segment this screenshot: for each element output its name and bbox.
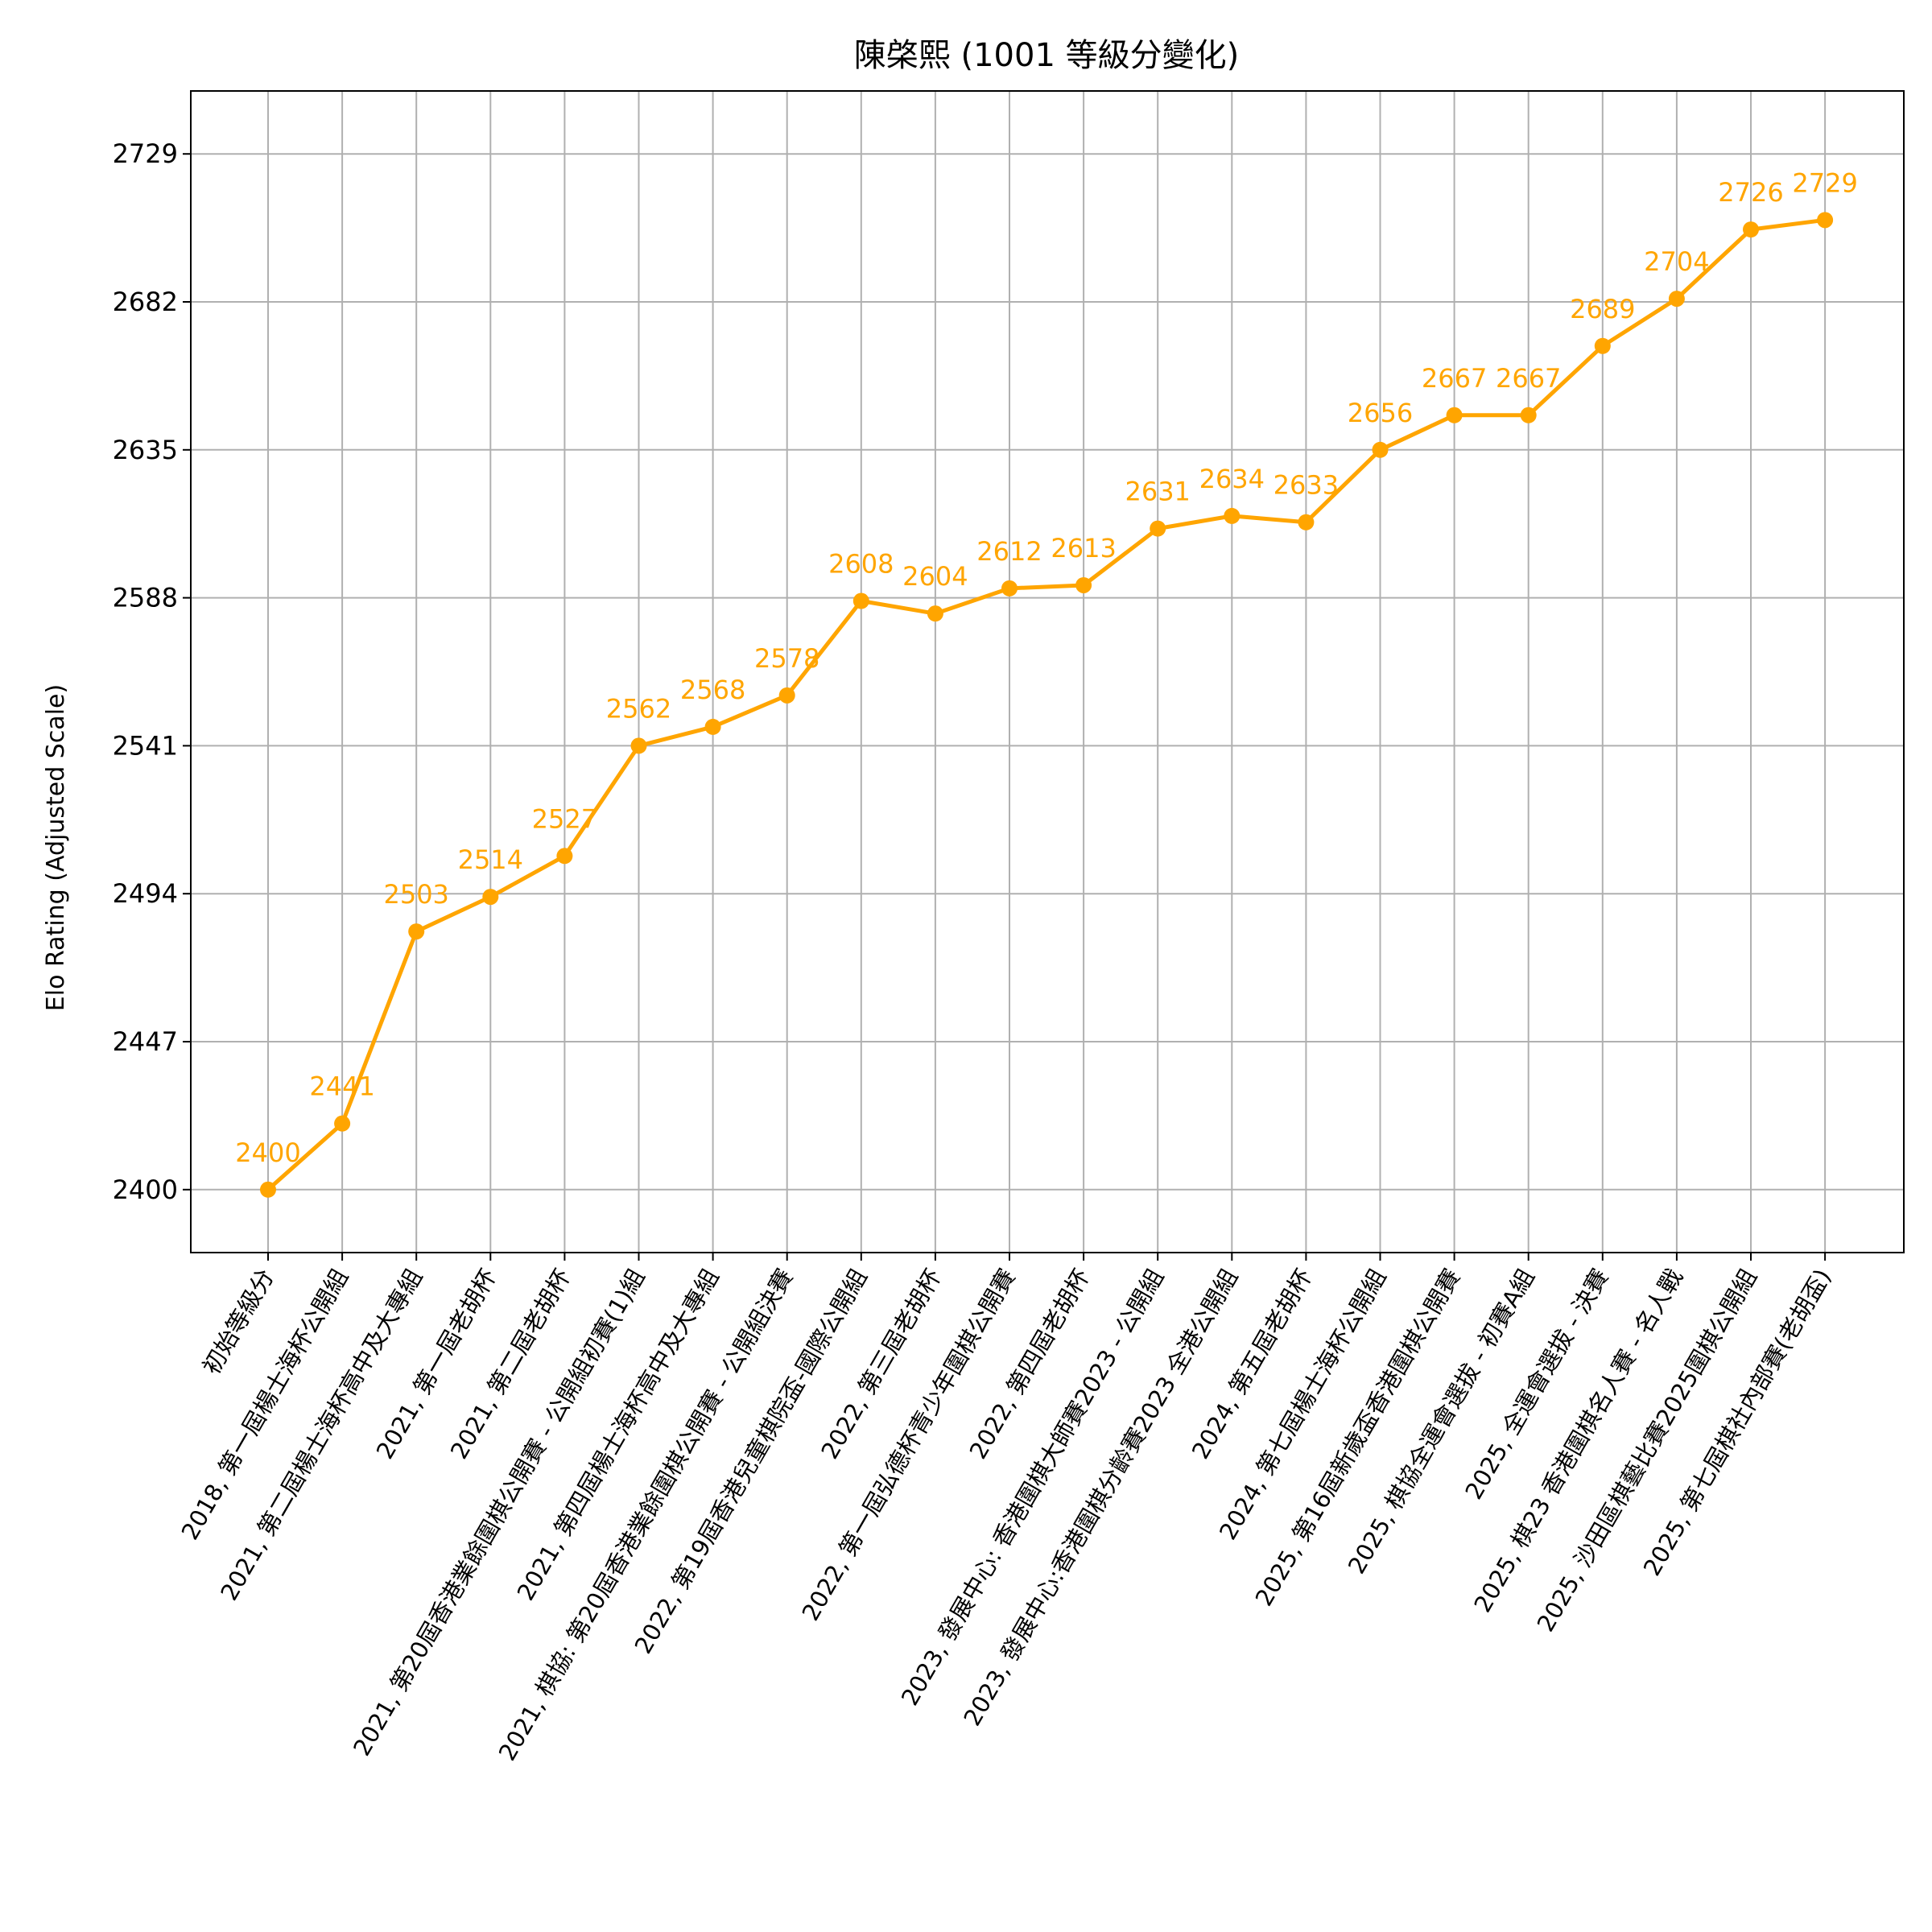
data-label: 2656	[1348, 398, 1413, 428]
data-label: 2441	[309, 1071, 374, 1102]
data-point	[927, 605, 943, 622]
data-point	[1150, 520, 1166, 537]
data-label: 2503	[383, 879, 448, 910]
y-axis-ticks: 2400 2447 2494 2541 2588 2635 2682 2729	[113, 138, 191, 1205]
data-point	[556, 848, 573, 865]
data-point	[1594, 337, 1611, 354]
data-label: 2689	[1570, 294, 1635, 324]
data-point	[1668, 291, 1685, 308]
data-point	[1817, 212, 1834, 229]
data-point	[1001, 580, 1018, 597]
data-point	[852, 592, 869, 609]
data-point	[1298, 514, 1315, 530]
x-tick-label: 初始等級分	[197, 1265, 279, 1380]
data-point	[1224, 507, 1241, 524]
data-label: 2704	[1644, 246, 1709, 277]
data-point	[408, 923, 425, 940]
data-point	[334, 1115, 351, 1132]
series-path	[266, 217, 1826, 1191]
y-tick-label: 2400	[113, 1174, 178, 1205]
data-point	[1075, 576, 1092, 593]
y-tick-label: 2447	[113, 1026, 178, 1057]
data-label: 2578	[754, 643, 819, 674]
data-point	[1372, 441, 1389, 458]
data-label: 2562	[606, 693, 671, 724]
chart-title: 陳棨熙 (1001 等級分變化)	[854, 37, 1239, 74]
data-label: 2527	[532, 803, 597, 834]
y-tick-label: 2588	[113, 583, 178, 613]
data-point	[260, 1181, 276, 1198]
y-tick-label: 2541	[113, 730, 178, 761]
y-tick-label: 2635	[113, 435, 178, 465]
y-tick-label: 2494	[113, 878, 178, 909]
data-label: 2633	[1274, 470, 1339, 501]
data-label: 2608	[828, 549, 894, 580]
data-label: 2604	[902, 561, 968, 592]
plot-frame	[190, 90, 1905, 1253]
data-label: 2667	[1496, 363, 1561, 394]
data-label: 2568	[680, 675, 745, 705]
data-label: 2726	[1718, 177, 1783, 208]
data-label: 2400	[235, 1137, 300, 1168]
y-tick-label: 2682	[113, 287, 178, 317]
data-point	[630, 737, 647, 754]
series-line	[266, 217, 1826, 1191]
data-label: 2514	[458, 844, 523, 875]
data-label: 2667	[1422, 363, 1487, 394]
data-label: 2729	[1792, 167, 1857, 198]
x-tick-label: 2021, 第20屆香港業餘圍棋公開賽 - 公開組初賽(1)組	[348, 1265, 650, 1761]
x-tick-label: 2025, 全運會選拔 - 決賽	[1459, 1265, 1614, 1505]
x-tick-label: 2023, 發展中心:香港圍棋分齡賽2023 全港公開組	[958, 1265, 1243, 1731]
data-label: 2613	[1051, 533, 1116, 564]
data-label: 2631	[1125, 477, 1190, 507]
data-point	[1446, 407, 1463, 423]
data-labels: 2400 2441 2503 2514 2527 2562 2568 2578 2608 2604…	[235, 167, 1858, 1167]
data-point	[778, 687, 795, 704]
y-tick-label: 2729	[113, 138, 178, 169]
data-label: 2612	[976, 536, 1042, 567]
data-point	[482, 889, 499, 906]
grid-lines	[191, 91, 1904, 1253]
y-axis-label: Elo Rating (Adjusted Scale)	[42, 684, 70, 1011]
data-label: 2634	[1199, 464, 1265, 494]
data-point	[1743, 221, 1759, 238]
data-points	[260, 212, 1834, 1198]
data-point	[704, 718, 721, 735]
data-point	[1520, 407, 1537, 423]
